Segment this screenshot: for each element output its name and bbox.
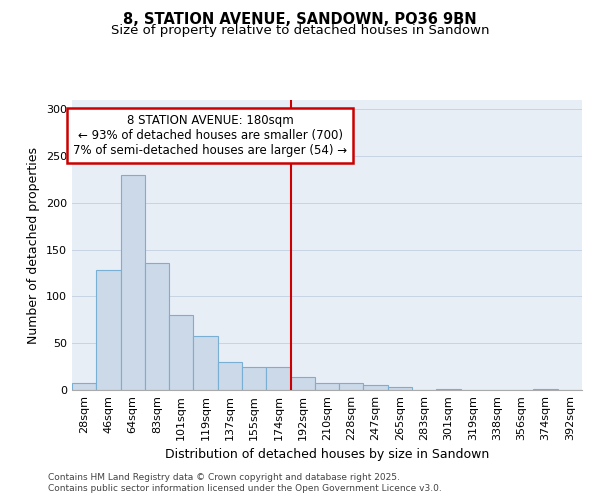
Text: Contains HM Land Registry data © Crown copyright and database right 2025.: Contains HM Land Registry data © Crown c…	[48, 472, 400, 482]
Bar	[315, 384, 339, 390]
Bar	[388, 387, 412, 390]
Text: 8 STATION AVENUE: 180sqm
← 93% of detached houses are smaller (700)
7% of semi-d: 8 STATION AVENUE: 180sqm ← 93% of detach…	[73, 114, 347, 157]
Bar	[72, 384, 96, 390]
Bar	[533, 389, 558, 390]
Bar	[145, 263, 169, 390]
Bar	[218, 362, 242, 390]
Bar	[169, 315, 193, 390]
Bar	[266, 366, 290, 390]
Bar	[193, 336, 218, 390]
X-axis label: Distribution of detached houses by size in Sandown: Distribution of detached houses by size …	[165, 448, 489, 462]
Bar	[96, 270, 121, 390]
Bar	[121, 175, 145, 390]
Bar	[339, 384, 364, 390]
Bar	[290, 377, 315, 390]
Bar	[242, 366, 266, 390]
Text: 8, STATION AVENUE, SANDOWN, PO36 9BN: 8, STATION AVENUE, SANDOWN, PO36 9BN	[123, 12, 477, 28]
Bar	[436, 389, 461, 390]
Bar	[364, 386, 388, 390]
Text: Size of property relative to detached houses in Sandown: Size of property relative to detached ho…	[111, 24, 489, 37]
Y-axis label: Number of detached properties: Number of detached properties	[28, 146, 40, 344]
Text: Contains public sector information licensed under the Open Government Licence v3: Contains public sector information licen…	[48, 484, 442, 493]
